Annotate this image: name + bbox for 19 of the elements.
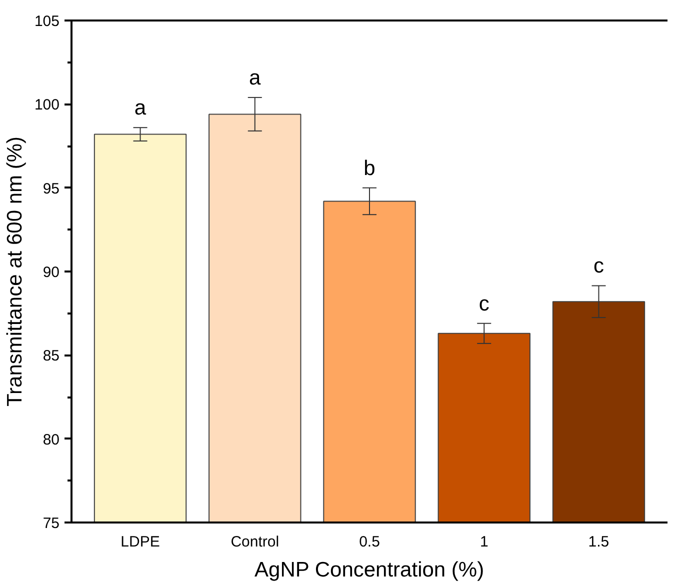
y-tick-label: 75	[42, 515, 60, 532]
annotation: a	[134, 96, 146, 120]
y-axis-title: Transmittance at 600 nm (%)	[3, 136, 26, 406]
y-tick-label: 95	[42, 180, 60, 198]
annotation: b	[364, 156, 376, 180]
y-tick-label: 100	[34, 96, 60, 114]
x-tick-label: LDPE	[120, 534, 160, 550]
x-tick-label: 1.5	[588, 534, 610, 550]
x-tick-label: Control	[230, 534, 280, 550]
annotation: a	[249, 66, 262, 90]
y-tick-label: 105	[34, 13, 60, 30]
x-axis-title: AgNP Concentration (%)	[254, 558, 484, 582]
x-tick-label: 1	[480, 534, 488, 550]
y-tick-label: 85	[42, 348, 60, 365]
y-tick-label: 90	[42, 264, 60, 281]
x-tick-label: 0.5	[359, 534, 380, 550]
annotation: c	[593, 254, 604, 278]
annotation: c	[478, 292, 490, 316]
y-tick-label: 80	[42, 431, 60, 448]
